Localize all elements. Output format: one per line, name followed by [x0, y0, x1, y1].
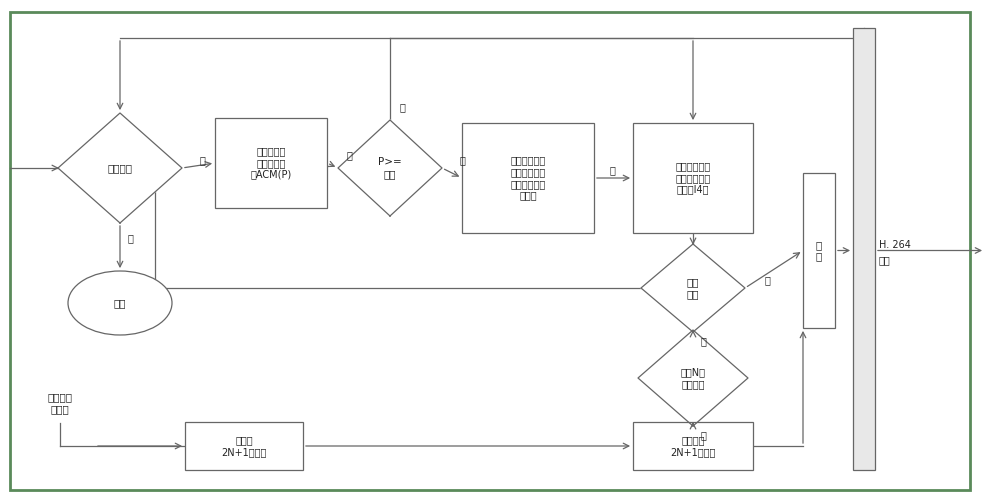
Text: 根据模板遍历
宏块中所有可
嵌入的I4块: 根据模板遍历 宏块中所有可 嵌入的I4块 — [675, 161, 711, 195]
Text: 否: 否 — [701, 336, 707, 346]
Bar — [853, 28, 875, 470]
Bar — [215, 118, 327, 208]
Bar — [462, 123, 594, 233]
Text: 嵌入一个
2N+1进制数: 嵌入一个 2N+1进制数 — [670, 435, 716, 457]
Text: 否: 否 — [400, 102, 406, 112]
Polygon shape — [641, 244, 745, 332]
Text: 否: 否 — [199, 155, 205, 165]
Text: 转换成
2N+1进制数: 转换成 2N+1进制数 — [221, 435, 267, 457]
Bar — [633, 123, 753, 233]
Text: 是: 是 — [764, 275, 770, 285]
Text: 是: 是 — [459, 155, 465, 165]
Bar — [803, 173, 835, 328]
Polygon shape — [58, 113, 182, 223]
Text: 是: 是 — [701, 430, 707, 440]
Text: 是: 是 — [609, 165, 615, 175]
Polygon shape — [638, 330, 748, 426]
Text: 计算宏块平
均纹理复杂
度ACM(P): 计算宏块平 均纹理复杂 度ACM(P) — [250, 146, 292, 180]
Text: 是: 是 — [128, 233, 134, 243]
Ellipse shape — [68, 271, 172, 335]
Text: 二进制秘
密信息: 二进制秘 密信息 — [48, 392, 72, 414]
Bar — [185, 422, 303, 470]
Polygon shape — [338, 120, 442, 216]
Text: 结束: 结束 — [114, 298, 126, 308]
Text: 选择N个
非零系数: 选择N个 非零系数 — [680, 367, 706, 389]
Bar — [633, 422, 753, 470]
Text: 通过混沌理论
计算模板选择
秘钥，选择嵌
入模板: 通过混沌理论 计算模板选择 秘钥，选择嵌 入模板 — [510, 155, 546, 200]
Text: 是: 是 — [346, 150, 352, 160]
Text: P>=
阈值: P>= 阈值 — [378, 157, 402, 179]
Text: H. 264: H. 264 — [879, 240, 911, 249]
Text: 码流: 码流 — [879, 255, 891, 265]
Text: 遍历
结束: 遍历 结束 — [687, 277, 699, 299]
Text: 编码结束: 编码结束 — [108, 163, 132, 173]
Text: 编
码: 编 码 — [816, 240, 822, 261]
